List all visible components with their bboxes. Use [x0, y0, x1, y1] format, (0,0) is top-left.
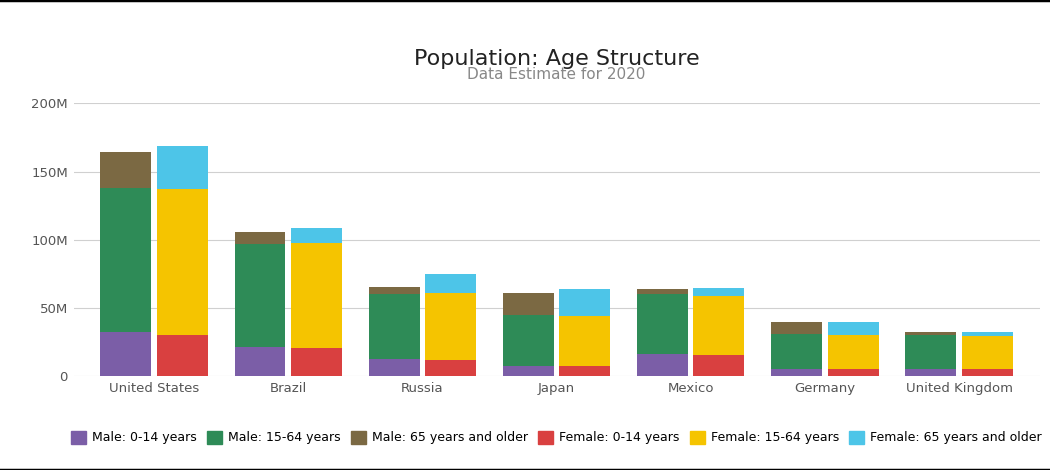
Bar [234, 347, 286, 376]
Bar [291, 228, 342, 243]
Bar [156, 146, 208, 189]
Bar [962, 332, 1012, 336]
Bar [693, 296, 744, 355]
Bar [369, 287, 420, 294]
Bar [693, 288, 744, 296]
Bar [503, 293, 553, 315]
Bar [905, 368, 957, 376]
Bar [905, 335, 957, 368]
Bar [369, 294, 420, 359]
Bar [827, 369, 879, 376]
Text: Data Estimate for 2020: Data Estimate for 2020 [467, 67, 646, 82]
Bar [827, 335, 879, 369]
Bar [291, 348, 342, 376]
Bar [234, 232, 286, 244]
Bar [101, 152, 151, 188]
Bar [560, 316, 610, 367]
Bar [101, 332, 151, 376]
Bar [425, 360, 476, 376]
Bar [291, 243, 342, 348]
Bar [962, 336, 1012, 369]
Bar [637, 353, 688, 376]
Bar [156, 189, 208, 335]
Legend: Male: 0-14 years, Male: 15-64 years, Male: 65 years and older, Female: 0-14 year: Male: 0-14 years, Male: 15-64 years, Mal… [66, 426, 1047, 449]
Bar [962, 369, 1012, 376]
Bar [560, 367, 610, 376]
Bar [637, 289, 688, 294]
Bar [771, 335, 822, 368]
Bar [234, 244, 286, 347]
Bar [425, 274, 476, 293]
Bar [101, 188, 151, 332]
Bar [771, 322, 822, 335]
Bar [693, 355, 744, 376]
Bar [905, 332, 957, 335]
Bar [425, 293, 476, 360]
Bar [827, 322, 879, 335]
Bar [503, 366, 553, 376]
Title: Population: Age Structure: Population: Age Structure [414, 48, 699, 69]
Bar [560, 289, 610, 316]
Bar [156, 335, 208, 376]
Bar [503, 315, 553, 366]
Bar [771, 368, 822, 376]
Bar [637, 294, 688, 353]
Bar [369, 359, 420, 376]
